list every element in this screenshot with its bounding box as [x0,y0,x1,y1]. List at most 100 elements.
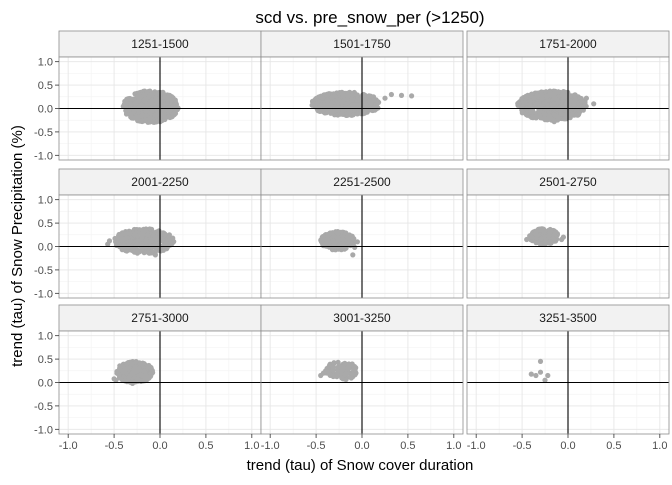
data-point [337,364,343,370]
data-point [534,92,541,98]
facet-panel: 2001-2250 1.0 0.5 0.0 -0.5 -1.0 [34,168,262,300]
y-tick-label: 0.5 [38,218,53,230]
data-point [388,91,394,98]
data-point [551,119,557,125]
data-point [135,366,141,372]
data-point [129,380,136,386]
facet-panel: 2251-2500 [260,168,464,299]
data-point [579,98,585,104]
data-point [538,236,545,242]
data-point [153,240,159,246]
data-point [583,95,590,101]
facet-strip-label: 1751-2000 [539,37,597,51]
data-point [354,111,360,117]
data-point [145,232,151,238]
data-point [134,238,140,244]
facet-strip [466,304,670,332]
data-point [538,227,544,233]
data-point [331,360,337,366]
data-point [126,96,132,102]
panel-border [260,56,464,161]
facet-strip [260,30,464,58]
data-point [528,371,534,377]
data-point [530,108,536,115]
data-point [156,98,162,105]
facet-strip-label: 2501-2750 [539,175,597,189]
data-point [142,117,149,123]
data-point [353,102,359,109]
data-point [122,377,128,383]
data-point [560,234,567,240]
data-point [515,101,522,107]
data-point [146,250,152,256]
data-point [409,93,415,99]
data-point [159,231,165,237]
data-point [346,232,353,238]
y-tick-label: 0.5 [38,80,53,92]
data-point [524,236,530,243]
data-point [324,365,330,372]
data-point [591,101,597,107]
data-point [135,377,141,383]
data-point [339,110,345,116]
data-point [349,92,355,98]
data-point [335,359,341,365]
data-point [519,96,525,102]
data-point [547,116,553,122]
data-point [544,93,550,99]
data-point [139,241,145,247]
data-point [116,372,122,378]
facet-strip-label: 1251-1500 [131,37,189,51]
data-point [536,108,543,114]
data-point [541,111,547,117]
facet-strip [260,168,464,196]
data-point [537,369,544,375]
facet-panel: 1251-1500 1.0 0.5 0.0 -0.5 -1.0 [34,30,262,162]
data-point [324,101,330,107]
data-point [331,108,337,114]
data-point [320,234,326,240]
data-point [553,229,559,235]
data-point [350,252,356,258]
data-point [551,92,558,99]
y-tick-label: 0.0 [38,378,53,390]
data-point [129,361,135,367]
data-point [339,99,345,105]
facet-strip-label: 2001-2250 [131,175,189,189]
data-point [571,102,577,108]
x-tick-label: 0.5 [400,440,415,452]
data-point [547,229,553,235]
data-point [158,111,164,117]
y-tick-label: -0.5 [34,127,53,139]
data-point [147,364,153,370]
data-point [349,97,355,103]
x-tick-label: 1.0 [244,440,259,452]
data-point [171,103,177,109]
data-point [137,118,143,124]
data-point [155,91,161,97]
data-point [531,95,537,101]
data-point [131,232,137,238]
data-point [341,366,347,372]
data-point [162,116,168,123]
data-point [147,115,153,122]
data-point [318,108,324,114]
data-point [152,252,158,258]
facet-strip [466,168,670,196]
data-point [527,98,534,104]
data-point [139,232,145,239]
data-point [136,104,142,110]
data-point [124,361,130,367]
data-point [143,108,149,114]
x-tick-label: -1.0 [467,440,486,452]
facet-strip-label: 2251-2500 [333,175,391,189]
data-point [106,238,113,244]
x-tick-label: -0.5 [105,440,124,452]
data-point [115,239,121,245]
data-point [362,110,368,116]
data-point [572,98,578,104]
x-tick-label: 0.5 [606,440,621,452]
data-point [334,370,340,377]
data-point [321,241,327,247]
data-point [122,101,128,107]
